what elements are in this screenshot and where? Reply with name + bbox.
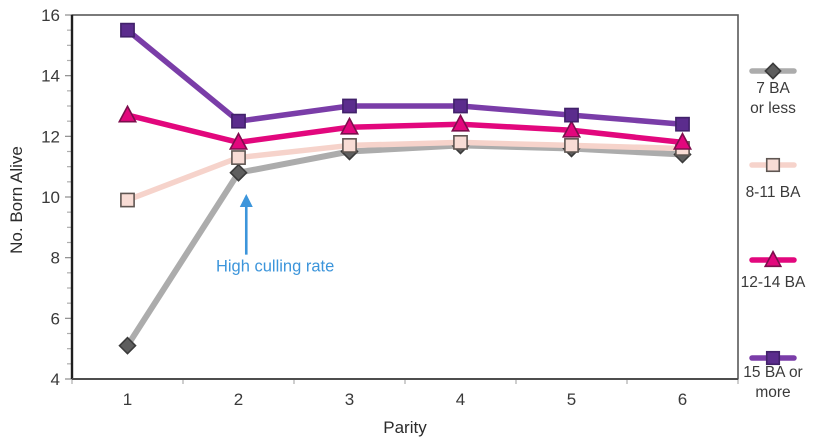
square-marker-icon [564,107,579,123]
x-axis-tick-label: 3 [345,390,354,409]
series-line [124,142,686,349]
y-axis-tick-label: 6 [51,309,60,328]
y-axis-title: No. Born Alive [7,146,26,254]
legend-item-label: 15 BA or [743,364,802,381]
x-axis-tick-label: 2 [234,390,243,409]
square-marker-icon [342,138,357,153]
series-8-11-ba [120,135,690,208]
diamond-marker-icon [229,163,248,182]
legend-item-12-14-ba: 12-14 BA [741,249,806,291]
square-marker-icon [231,150,246,165]
legend-item-7-ba-or-less: 7 BA or less [749,62,797,117]
legend-item-label: 8-11 BA [746,184,802,201]
x-axis-title: Parity [383,418,427,437]
x-axis-tick-label: 6 [678,390,687,409]
x-axis-tick-label: 4 [456,390,465,409]
legend-item-label: or less [750,100,796,117]
square-marker-icon [120,22,135,38]
diamond-marker-icon [764,62,782,80]
square-marker-icon [564,138,579,153]
triangle-marker-icon [561,119,582,138]
legend-item-8-11-ba: 8-11 BA [746,157,802,201]
square-marker-icon [675,116,690,132]
series-line [124,139,686,203]
x-axis-tick-label: 1 [123,390,132,409]
legend-item-label: 7 BA [756,80,790,97]
series-15-ba-or-more [120,22,690,132]
triangle-marker-icon [763,249,783,268]
y-axis-tick-label: 16 [41,6,60,25]
triangle-marker-icon [672,131,693,150]
diamond-marker-icon [118,336,137,355]
legend-item-label: 12-14 BA [741,274,806,291]
series-line [124,112,686,146]
square-marker-icon [453,135,468,150]
up-arrow-icon [239,193,253,207]
annotation-high-culling-rate: High culling rate [216,193,334,275]
triangle-marker-icon [450,113,471,132]
annotation-text: High culling rate [216,257,334,275]
y-axis-tick-label: 14 [41,67,60,86]
square-marker-icon [342,98,357,114]
square-marker-icon [231,113,246,129]
series-line [124,27,686,127]
square-marker-icon [765,350,781,366]
x-axis-tick-label: 5 [567,390,576,409]
y-axis-tick-label: 10 [41,188,60,207]
series-12-14-ba [117,104,693,150]
square-marker-icon [120,192,135,208]
triangle-marker-icon [228,131,249,150]
square-marker-icon [453,98,468,114]
y-axis-tick-label: 8 [51,249,60,268]
y-axis-tick-label: 12 [41,127,60,146]
triangle-marker-icon [339,116,360,135]
square-marker-icon [765,157,781,173]
legend-item-15-ba-or-more: 15 BA or more [743,350,803,401]
legend-item-label: more [755,384,790,401]
triangle-marker-icon [117,104,138,123]
y-axis-tick-label: 4 [51,370,60,389]
